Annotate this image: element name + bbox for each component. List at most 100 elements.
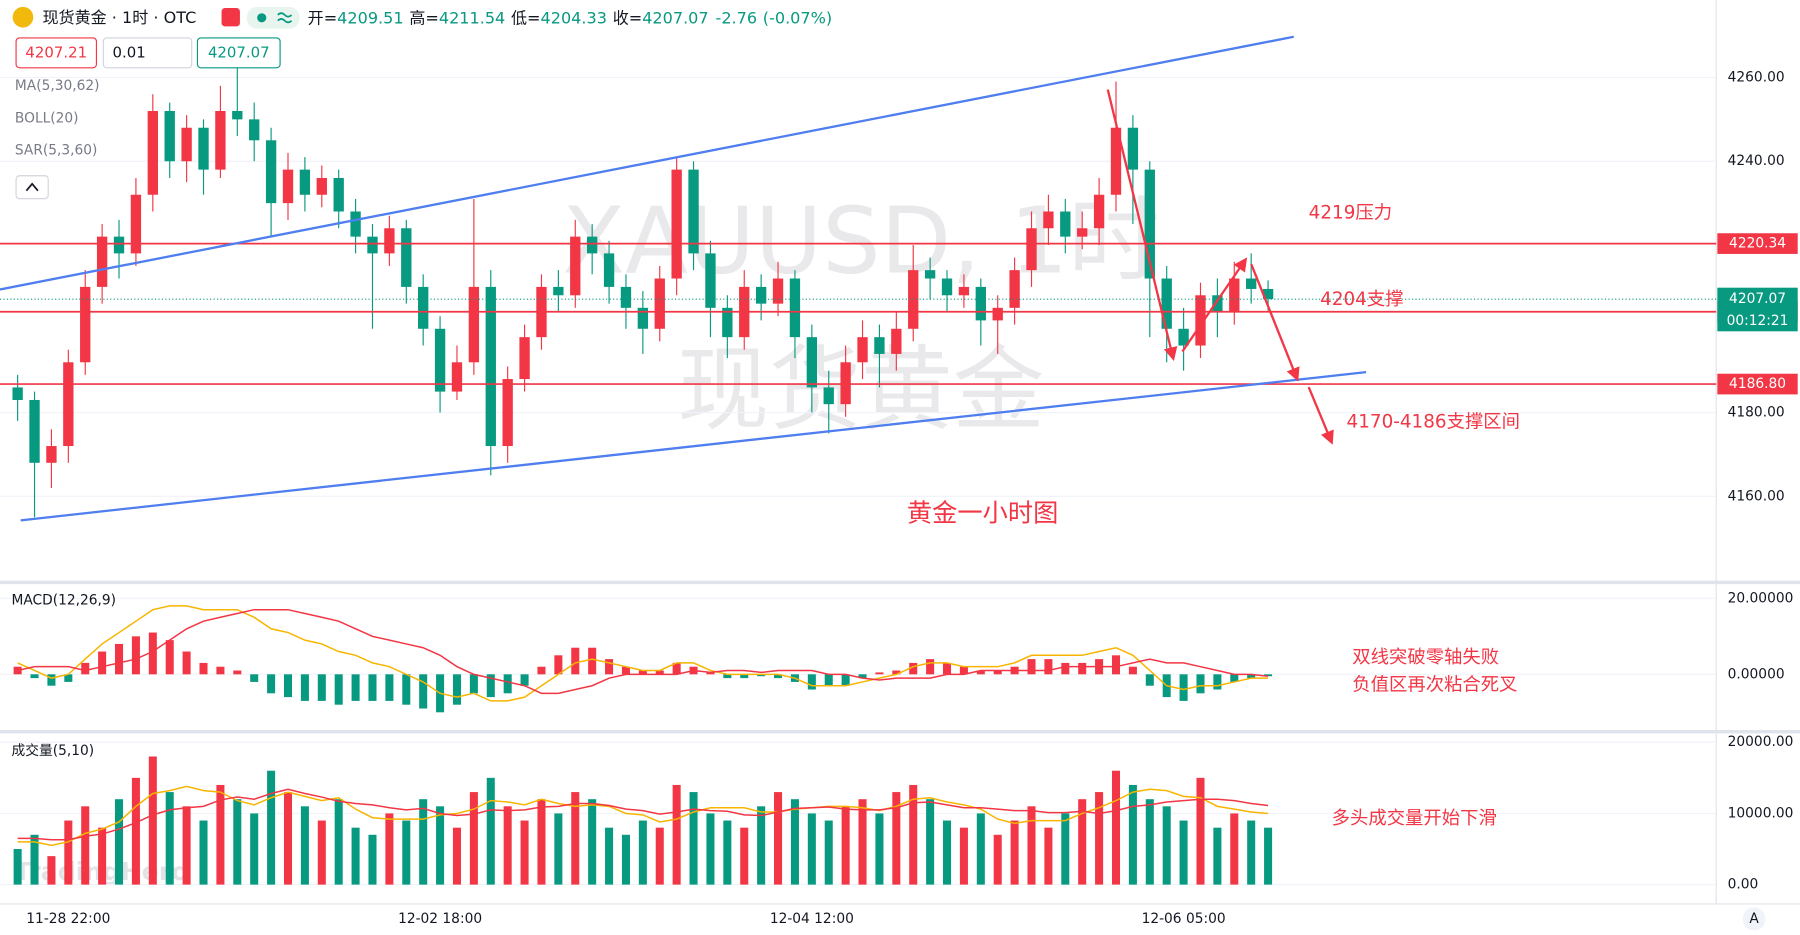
- volume-bar: [1078, 799, 1087, 885]
- volume-bar: [1213, 827, 1222, 885]
- candle-body: [1195, 295, 1206, 346]
- volume-bar: [554, 813, 563, 885]
- histogram-bar: [1128, 666, 1137, 675]
- histogram-bar: [419, 674, 428, 709]
- volume-bar: [588, 799, 597, 885]
- volume-bar: [486, 777, 495, 885]
- y-tick-label: 0.00000: [1728, 666, 1785, 682]
- histogram-bar: [892, 670, 901, 675]
- indicator-label[interactable]: MA(5,30,62): [15, 78, 100, 94]
- volume-bar: [402, 820, 411, 885]
- sell-button[interactable]: [15, 37, 98, 69]
- histogram-bar: [115, 643, 124, 675]
- y-tick-label: 4160.00: [1728, 488, 1785, 504]
- histogram-bar: [959, 666, 968, 675]
- volume-bar: [1247, 820, 1256, 885]
- quantity[interactable]: 0.01: [113, 43, 146, 61]
- volume-bar: [672, 784, 681, 885]
- histogram-bar: [909, 662, 918, 675]
- volume-bar: [1264, 827, 1273, 885]
- candle-body: [671, 169, 682, 279]
- volume-bar: [13, 849, 22, 885]
- volume-bar: [81, 806, 90, 885]
- histogram-bar: [1247, 674, 1256, 679]
- buy-button[interactable]: [196, 37, 281, 69]
- volume-bar: [283, 792, 293, 885]
- histogram-bar: [655, 670, 664, 675]
- volume-bar: [1010, 820, 1019, 885]
- volume-bar: [452, 827, 461, 885]
- volume-bar: [1179, 820, 1188, 885]
- candle-body: [958, 286, 970, 296]
- histogram-bar: [131, 636, 140, 675]
- histogram-bar: [368, 674, 377, 701]
- ohlc: 开=4209.51 高=4211.54 低=4204.33 收=4207.07 -2.7…: [308, 8, 832, 27]
- candle-body: [891, 328, 902, 354]
- volume-bar: [909, 784, 918, 885]
- trend-line: [20, 371, 1367, 522]
- histogram-bar: [402, 674, 411, 705]
- candle-body: [992, 307, 1003, 321]
- auto-scale-label[interactable]: A: [1749, 911, 1759, 927]
- price-line-tag: [1717, 233, 1798, 254]
- candle-body: [418, 286, 429, 329]
- histogram-bar: [1179, 674, 1188, 701]
- histogram-bar: [1213, 674, 1222, 690]
- trend-line: [0, 35, 1294, 291]
- volume-bar: [1145, 799, 1154, 885]
- histogram-bar: [267, 674, 276, 694]
- volume-bar: [115, 799, 124, 885]
- candle-body: [823, 387, 834, 405]
- candle-body: [975, 286, 986, 321]
- y-tick-label: 10000.00: [1728, 805, 1794, 821]
- histogram-bar: [1145, 674, 1154, 686]
- status-pill[interactable]: [246, 6, 300, 29]
- volume-bar: [790, 799, 799, 885]
- histogram-bar: [1044, 659, 1053, 675]
- histogram-bar: [571, 647, 580, 675]
- candle-body: [147, 110, 158, 195]
- volume-bar: [1061, 813, 1070, 885]
- candle-body: [755, 286, 767, 304]
- indicator-line: [17, 788, 1269, 841]
- status-dot: [257, 13, 267, 23]
- indicator-label[interactable]: BOLL(20): [15, 110, 79, 126]
- watermark: XAUUSD, 1时: [562, 187, 1160, 294]
- quantity-input[interactable]: [102, 37, 193, 69]
- indicator-label[interactable]: SAR(5,3,60): [15, 142, 97, 158]
- candle-body: [654, 278, 665, 329]
- buy-price[interactable]: 4207.07: [208, 43, 270, 61]
- candle-body: [164, 110, 175, 162]
- histogram-bar: [1111, 655, 1121, 675]
- volume-bar: [858, 799, 867, 885]
- histogram-bar: [672, 662, 681, 675]
- histogram-bar: [199, 662, 208, 675]
- auto-scale-button[interactable]: [1742, 907, 1766, 931]
- annotation: 负值区再次粘合死叉: [1352, 675, 1517, 696]
- volume-bar: [841, 806, 850, 885]
- candle-body: [249, 119, 260, 141]
- volume-bar: [723, 820, 732, 885]
- candle-body: [570, 236, 581, 296]
- histogram-bar: [216, 666, 225, 675]
- candle-body: [586, 236, 598, 254]
- volume-bar: [165, 792, 174, 885]
- histogram-bar: [30, 674, 39, 679]
- histogram-bar: [486, 674, 495, 698]
- histogram-bar: [943, 662, 952, 675]
- candle-body: [705, 253, 716, 308]
- volume-bar: [199, 820, 208, 885]
- volume-bar: [64, 820, 73, 885]
- candle-body: [282, 169, 294, 204]
- collapse-button[interactable]: [15, 175, 49, 200]
- histogram-bar: [317, 674, 326, 701]
- sell-price[interactable]: 4207.21: [25, 43, 87, 61]
- indicator-line: [17, 605, 1269, 702]
- histogram-bar: [233, 670, 242, 675]
- histogram-bar: [554, 655, 563, 675]
- ohlc-value: 4207.07: [642, 8, 708, 27]
- histogram-bar: [13, 666, 22, 675]
- x-tick-label: 12-06 05:00: [1142, 911, 1226, 927]
- histogram-bar: [81, 662, 90, 675]
- volume-bar: [250, 813, 259, 885]
